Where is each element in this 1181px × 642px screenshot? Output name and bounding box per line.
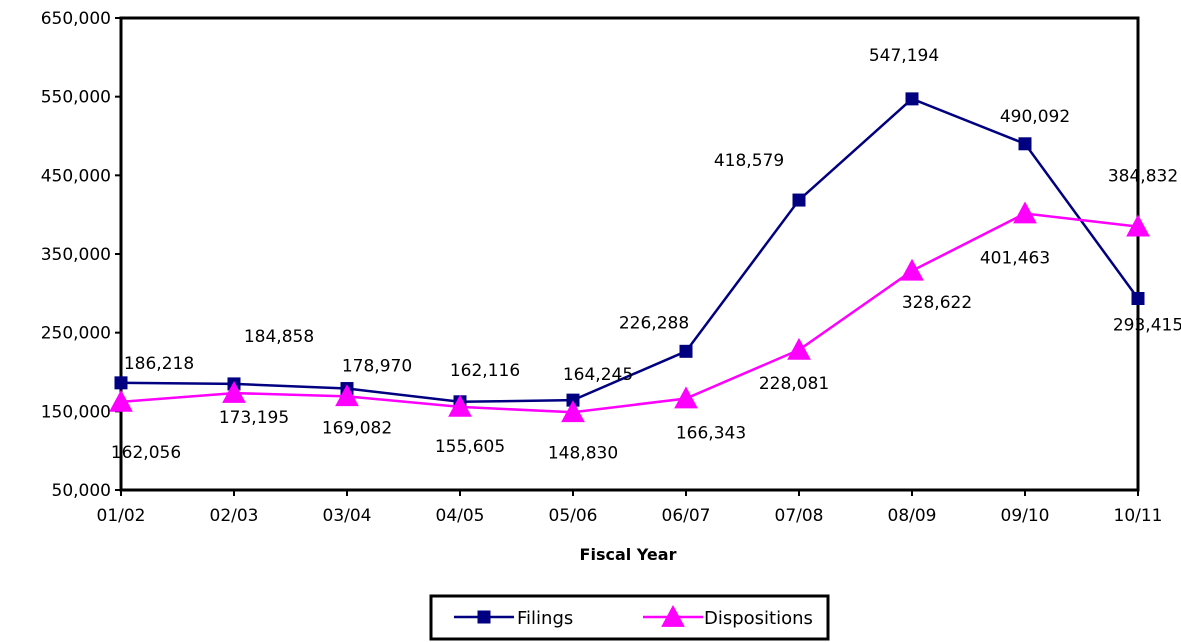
filings-data-label: 226,288 [619, 313, 689, 333]
y-tick-label: 250,000 [41, 324, 111, 344]
filings-data-label: 490,092 [1000, 107, 1070, 127]
dispositions-point [1126, 214, 1150, 237]
dispositions-data-label: 155,605 [435, 437, 505, 457]
filings-point [792, 193, 806, 207]
filings-data-label: 186,218 [124, 354, 194, 374]
filings-point [905, 92, 919, 106]
filings-point [1131, 292, 1145, 306]
dispositions-point [900, 258, 924, 281]
filings-data-label: 178,970 [342, 357, 412, 377]
dispositions-point [222, 381, 246, 403]
dispositions-point [335, 384, 359, 407]
x-tick-label: 01/02 [97, 506, 146, 526]
dispositions-point [448, 394, 472, 417]
filings-data-label: 418,579 [714, 151, 784, 171]
dispositions-data-label: 169,082 [322, 418, 392, 438]
dispositions-legend-label: Dispositions [704, 608, 813, 629]
y-tick-label: 550,000 [41, 88, 111, 108]
dispositions-data-label: 173,195 [219, 408, 289, 428]
dispositions-point [109, 389, 133, 412]
filings-point [1018, 137, 1032, 151]
y-tick-label: 450,000 [41, 166, 111, 186]
filings-data-label: 547,194 [869, 46, 939, 66]
dispositions-point [787, 337, 811, 360]
x-tick-label: 04/05 [436, 506, 485, 526]
x-tick-label: 08/09 [888, 506, 937, 526]
dispositions-data-label: 401,463 [980, 249, 1050, 269]
dispositions-legend-marker [661, 604, 685, 627]
filings-line [120, 97, 1140, 404]
dispositions-point [674, 386, 698, 409]
filings-data-label: 164,245 [563, 365, 633, 385]
dispositions-data-label: 166,343 [676, 423, 746, 443]
y-tick-label: 150,000 [41, 402, 111, 422]
filings-data-label: 184,858 [244, 327, 314, 347]
x-tick-label: 03/04 [323, 506, 372, 526]
x-tick-label: 07/08 [775, 506, 824, 526]
dispositions-data-label: 228,081 [759, 374, 829, 394]
x-tick-label: 06/07 [662, 506, 711, 526]
x-axis-title: Fiscal Year [580, 545, 677, 564]
filings-point [114, 376, 128, 390]
filings-data-label: 162,116 [450, 361, 520, 381]
y-tick-label: 350,000 [41, 245, 111, 265]
filings-data-label: 293,415 [1113, 316, 1181, 336]
x-tick-label: 10/11 [1114, 506, 1163, 526]
dispositions-data-label: 384,832 [1108, 167, 1178, 187]
filings-point [679, 344, 693, 358]
x-tick-label: 09/10 [1001, 506, 1050, 526]
legend: Filings Dispositions [429, 594, 830, 641]
dispositions-point [1013, 201, 1037, 224]
filings-legend-marker [477, 610, 491, 624]
x-tick-label: 02/03 [210, 506, 259, 526]
x-tick-label: 05/06 [549, 506, 598, 526]
filings-legend-label: Filings [517, 608, 573, 629]
dispositions-data-label: 162,056 [111, 443, 181, 463]
y-tick-label: 650,000 [41, 9, 111, 29]
dispositions-point [561, 400, 585, 423]
dispositions-data-label: 148,830 [548, 443, 618, 463]
dispositions-data-label: 328,622 [902, 293, 972, 313]
y-tick-label: 50,000 [52, 481, 111, 501]
dispositions-line [120, 212, 1139, 414]
